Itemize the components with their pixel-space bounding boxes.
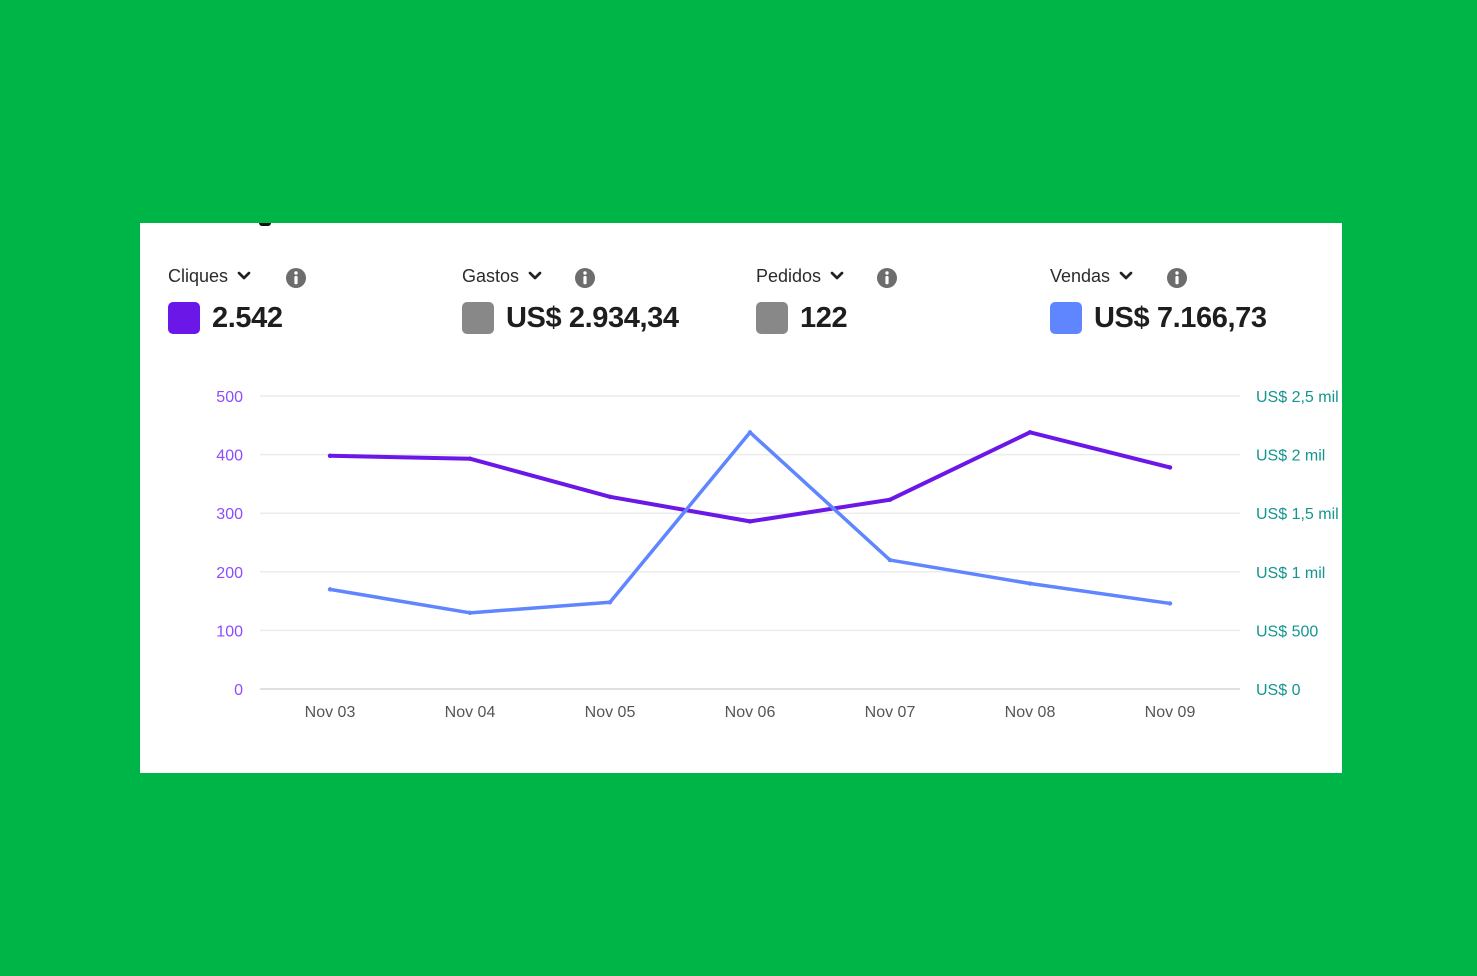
grid-layer (260, 395, 1240, 690)
right-axis-tick-label: US$ 1,5 mil (1256, 506, 1339, 523)
clipped-title-fragment (259, 223, 271, 226)
x-axis-tick-label: Nov 05 (585, 704, 636, 721)
data-point-vendas (747, 430, 753, 435)
metric-label: Vendas (1050, 266, 1111, 286)
right-axis-tick-label: US$ 2,5 mil (1256, 389, 1339, 406)
metric-swatch (462, 302, 494, 334)
info-icon[interactable] (1166, 267, 1188, 289)
left-axis-tick-label: 500 (216, 389, 243, 406)
data-point-cliques (607, 494, 613, 499)
data-point-vendas (1167, 601, 1173, 606)
x-axis-tick-label: Nov 04 (445, 704, 496, 721)
metric-value: 122 (800, 302, 848, 334)
x-axis-tick-label: Nov 09 (1145, 704, 1196, 721)
data-point-cliques (1167, 465, 1173, 470)
right-axis-layer: US$ 0 US$ 500 US$ 1 mil US$ 1,5 mil US$ 2 mi… (1256, 389, 1339, 699)
x-axis-tick-label: Nov 03 (305, 704, 356, 721)
right-axis-tick-label: US$ 1 mil (1256, 565, 1325, 582)
data-point-cliques (1027, 430, 1033, 435)
left-axis-tick-label: 400 (216, 448, 243, 465)
data-point-cliques (747, 519, 753, 524)
metric-selector-gastos[interactable]: Gastos (462, 261, 545, 291)
data-point-cliques (327, 453, 333, 458)
left-axis-layer: 0 100 200 300 400 500 (216, 389, 243, 699)
metric-swatch (756, 302, 788, 334)
right-axis-tick-label: US$ 0 (1256, 682, 1301, 699)
performance-card: Cliques 2.542 Gastos (140, 223, 1342, 773)
metric-cliques: Cliques 2.542 (168, 261, 448, 341)
metric-value: 2.542 (212, 302, 283, 334)
metric-pedidos: Pedidos 122 (756, 261, 1036, 341)
performance-line-chart: 0 100 200 300 400 500 US$ 0 US$ 500 US$ 1 mil US… (140, 363, 1342, 743)
data-point-vendas (1027, 581, 1033, 586)
x-axis-tick-label: Nov 08 (1005, 704, 1056, 721)
series-line-cliques (328, 430, 1172, 524)
left-axis-tick-label: 100 (216, 623, 243, 640)
metric-gastos: Gastos US$ 2.934,34 (462, 261, 742, 341)
metric-summary: Cliques 2.542 Gastos (168, 261, 1328, 341)
chevron-down-icon[interactable] (234, 266, 254, 286)
right-axis-tick-label: US$ 500 (1256, 623, 1318, 640)
metric-label: Gastos (462, 266, 520, 286)
x-axis-layer: Nov 03 Nov 04 Nov 05 Nov 06 Nov 07 Nov 08 Nov … (305, 704, 1196, 721)
metric-vendas: Vendas US$ 7.166,73 (1050, 261, 1330, 341)
info-icon[interactable] (574, 267, 596, 289)
data-point-cliques (887, 497, 893, 502)
metric-label: Pedidos (756, 266, 822, 286)
left-axis-tick-label: 0 (234, 682, 243, 699)
x-axis-tick-label: Nov 07 (865, 704, 916, 721)
metric-value: US$ 7.166,73 (1094, 302, 1267, 334)
chevron-down-icon[interactable] (1116, 266, 1136, 286)
x-axis-tick-label: Nov 06 (725, 704, 776, 721)
metric-label: Cliques (168, 266, 229, 286)
info-icon[interactable] (876, 267, 898, 289)
metric-value: US$ 2.934,34 (506, 302, 679, 334)
data-point-vendas (467, 610, 473, 616)
info-icon[interactable] (285, 267, 307, 289)
data-point-vendas (887, 557, 893, 563)
metric-selector-cliques[interactable]: Cliques (168, 261, 254, 291)
chevron-down-icon[interactable] (827, 266, 847, 286)
metric-swatch (1050, 302, 1082, 334)
metric-swatch (168, 302, 200, 334)
series-layer (327, 430, 1173, 616)
right-axis-tick-label: US$ 2 mil (1256, 448, 1325, 465)
metric-selector-vendas[interactable]: Vendas (1050, 261, 1136, 291)
left-axis-tick-label: 300 (216, 506, 243, 523)
left-axis-tick-label: 200 (216, 565, 243, 582)
data-point-vendas (327, 587, 333, 592)
chevron-down-icon[interactable] (525, 266, 545, 286)
data-point-vendas (607, 600, 613, 605)
metric-selector-pedidos[interactable]: Pedidos (756, 261, 847, 291)
data-point-cliques (467, 456, 473, 461)
